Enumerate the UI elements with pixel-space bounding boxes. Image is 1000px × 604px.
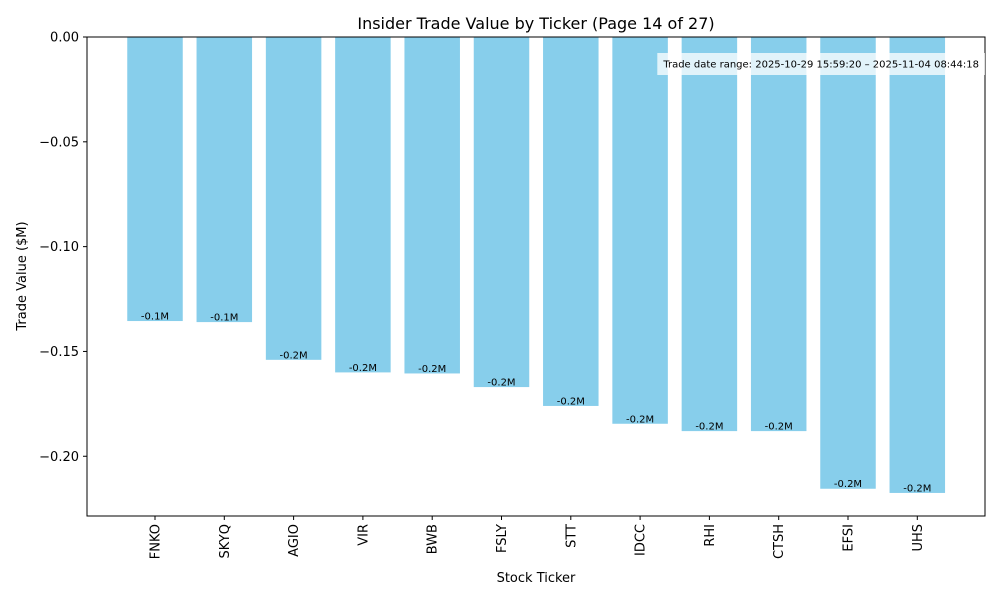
x-tick-label: FNKO [149, 524, 164, 559]
data-label: -0.2M [349, 363, 377, 374]
data-label: -0.1M [210, 313, 238, 324]
chart-title: Insider Trade Value by Ticker (Page 14 o… [357, 14, 714, 33]
bar-bwb [404, 37, 460, 374]
x-axis: FNKO SKYQ AGIO VIR BWB FSLY STT IDCC RHI CTSH EFSI… [149, 516, 926, 559]
data-label: -0.2M [280, 350, 308, 361]
y-tick-label: −0.20 [39, 450, 79, 465]
y-tick-label: −0.10 [39, 240, 79, 255]
bar-vir [335, 37, 391, 373]
x-tick-label: FSLY [495, 524, 510, 553]
x-axis-label: Stock Ticker [497, 571, 576, 586]
data-label: -0.2M [626, 414, 654, 425]
data-label: -0.2M [487, 378, 515, 389]
x-tick-label: AGIO [287, 524, 302, 557]
y-axis: 0.00 −0.05 −0.10 −0.15 −0.20 [39, 31, 87, 465]
bar-agio [265, 37, 322, 360]
y-tick-label: −0.15 [39, 345, 79, 360]
annotation-text: Trade date range: 2025-10-29 15:59:20 – … [662, 60, 979, 71]
y-tick-label: 0.00 [50, 31, 79, 46]
bar-skyq [196, 37, 253, 323]
x-tick-label: CTSH [772, 524, 787, 559]
bar-uhs [889, 37, 946, 493]
data-label: -0.2M [557, 396, 585, 407]
x-tick-label: RHI [703, 524, 718, 547]
bar-efsi [820, 37, 876, 489]
x-tick-label: BWB [426, 524, 441, 554]
date-range-annotation: Trade date range: 2025-10-29 15:59:20 – … [657, 53, 985, 75]
bar-idcc [612, 37, 668, 424]
y-axis-label: Trade Value ($M) [15, 221, 30, 331]
x-tick-label: EFSI [842, 524, 857, 552]
data-label: -0.2M [765, 422, 793, 433]
data-label: -0.1M [141, 312, 169, 323]
x-tick-label: UHS [911, 524, 926, 552]
x-tick-label: STT [564, 524, 579, 548]
bar-fnko [127, 37, 183, 322]
x-tick-label: VIR [356, 524, 371, 546]
annotation-box [657, 53, 985, 75]
bar-fsly [473, 37, 530, 388]
plot-frame [86, 36, 986, 517]
bar-rhi [681, 37, 738, 432]
y-tick-label: −0.05 [39, 135, 79, 150]
data-label: -0.2M [834, 479, 862, 490]
data-label: -0.2M [695, 422, 723, 433]
bar-stt [543, 37, 599, 406]
bars-layer [127, 37, 946, 493]
data-labels-layer: -0.1M -0.1M -0.2M -0.2M -0.2M -0.2M -0.2M -0.2M… [141, 312, 931, 495]
data-label: -0.2M [903, 483, 931, 494]
x-tick-label: SKYQ [218, 524, 233, 559]
x-tick-label: IDCC [634, 524, 649, 556]
bar-ctsh [750, 37, 807, 432]
data-label: -0.2M [418, 364, 446, 375]
